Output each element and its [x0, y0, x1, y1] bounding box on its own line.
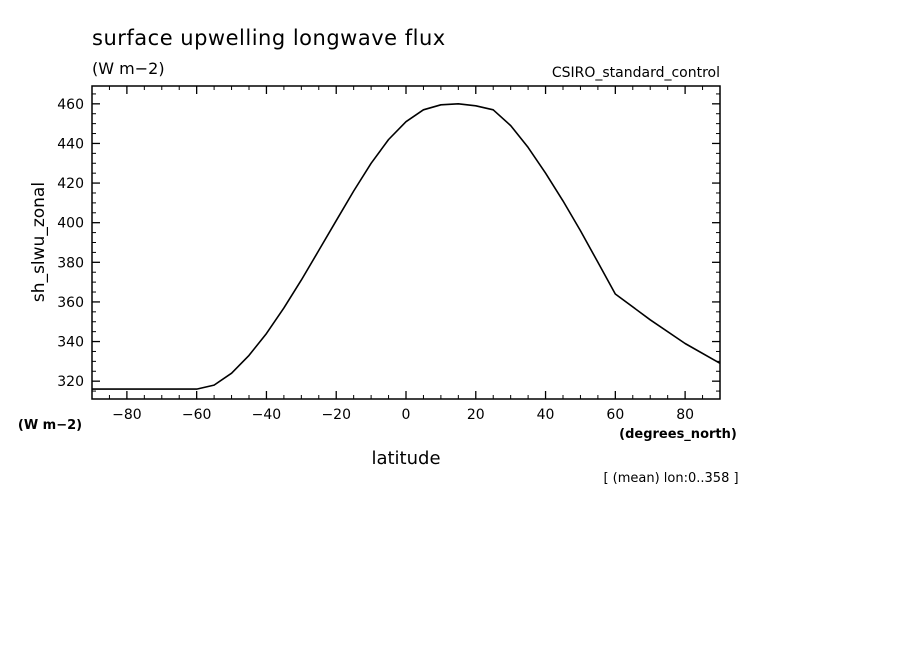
y-tick-label: 400: [57, 216, 84, 232]
x-tick-label: −40: [252, 407, 282, 423]
y-tick-label: 340: [57, 335, 84, 351]
chart-units: (W m−2): [92, 59, 165, 78]
source-label: CSIRO_standard_control: [552, 65, 720, 81]
y-tick-label: 360: [57, 295, 84, 311]
x-tick-label: 60: [606, 407, 624, 423]
x-tick-label: −20: [321, 407, 351, 423]
plot-area: −80 −60 −40 −20 0 20 40 60 80 320 340 360 380 400 420 4…: [57, 85, 721, 423]
y-tick-label: 460: [57, 97, 84, 113]
x-tick-label: 0: [402, 407, 411, 423]
x-axis-units: (degrees_north): [619, 427, 737, 442]
chart-title: surface upwelling longwave flux: [92, 26, 446, 50]
footnote: [ (mean) lon:0..358 ]: [603, 471, 738, 486]
series-line: [92, 103, 721, 390]
x-tick-label: 40: [537, 407, 555, 423]
y-tick-label: 320: [57, 374, 84, 390]
plot-frame: [91, 85, 721, 400]
y-axis-units: (W m−2): [18, 418, 82, 433]
y-tick-label: 380: [57, 255, 84, 271]
y-axis-label: sh_slwu_zonal: [29, 182, 49, 302]
x-tick-label: 20: [467, 407, 485, 423]
x-tick-label: 80: [676, 407, 694, 423]
x-axis-label: latitude: [371, 448, 440, 469]
y-tick-label: 420: [57, 176, 84, 192]
x-tick-label: −80: [112, 407, 142, 423]
x-tick-label: −60: [182, 407, 212, 423]
y-tick-label: 440: [57, 136, 84, 152]
